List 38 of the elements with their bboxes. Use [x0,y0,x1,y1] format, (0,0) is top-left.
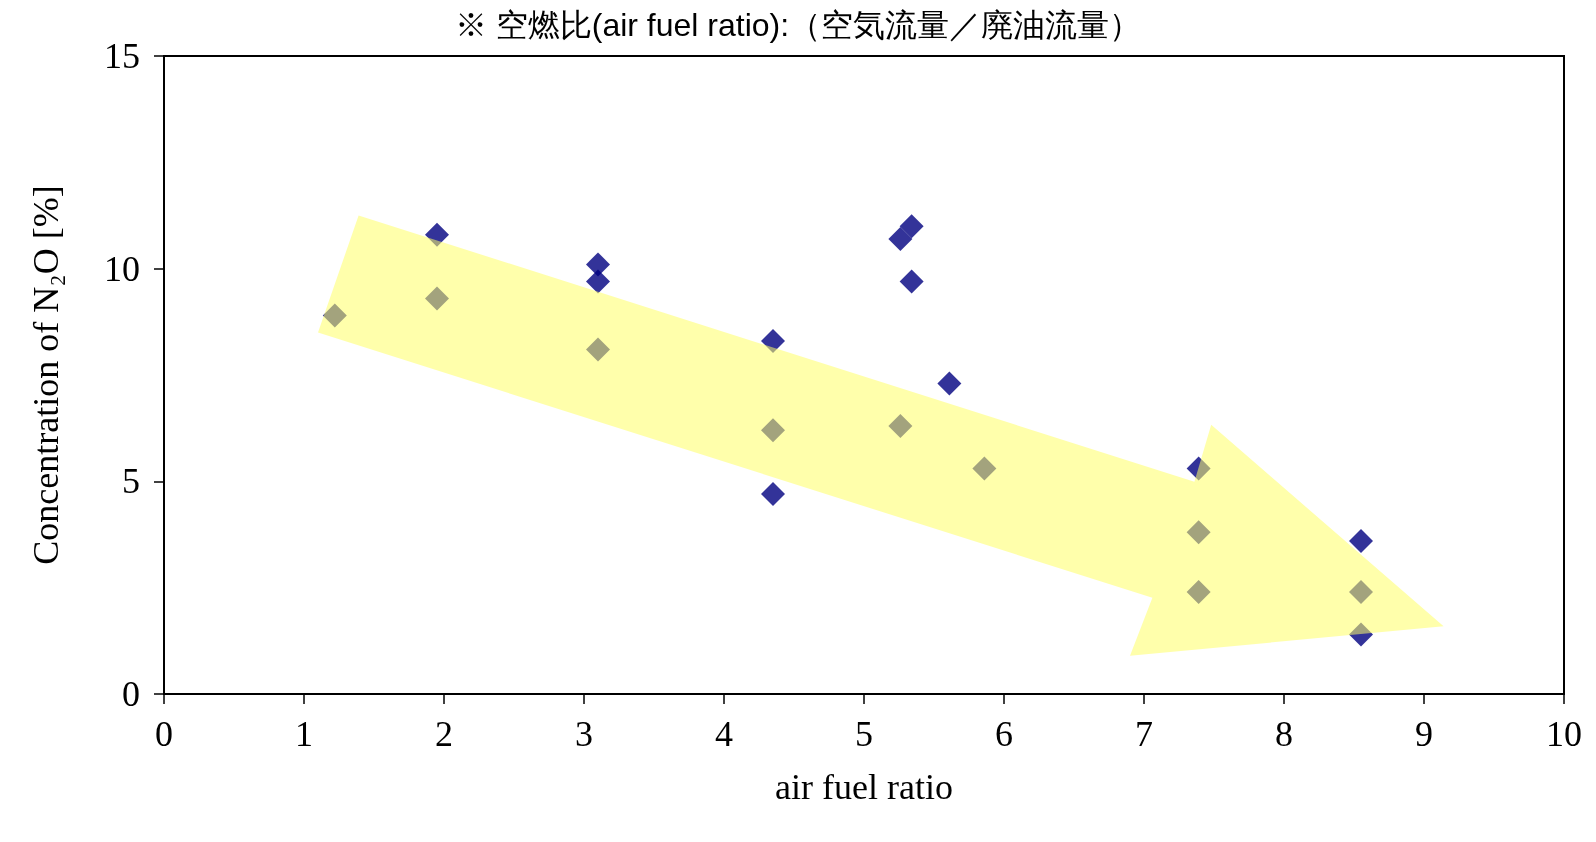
x-tick-label: 2 [435,714,453,754]
x-tick-label: 3 [575,714,593,754]
y-tick-label: 5 [122,461,140,502]
x-axis-title: air fuel ratio [775,767,953,807]
chart-title: ※ 空燃比(air fuel ratio):（空気流量／廃油流量） [454,7,1142,43]
point [937,371,962,396]
point [972,456,997,481]
point [761,418,785,443]
point [761,328,785,353]
point [761,482,785,507]
point [899,269,924,294]
x-tick-label: 9 [1415,714,1433,754]
x-tick-label: 5 [855,714,873,754]
x-tick-label: 7 [1135,714,1153,754]
point [322,303,347,328]
x-tick-label: 10 [1546,714,1582,754]
point [1349,622,1373,647]
point [1186,520,1211,545]
y-tick-label: 0 [122,674,140,714]
x-tick-label: 8 [1275,714,1293,754]
y-tick-label: 15 [104,36,140,76]
point [586,337,610,362]
point [888,226,913,251]
point [1349,528,1373,553]
x-tick-label: 0 [155,714,173,754]
point [1186,579,1211,604]
y-axis-title: Concentration of N₂O [%] [26,185,66,565]
point [586,269,610,294]
point [425,222,449,247]
x-tick-label: 1 [295,714,313,754]
y-tick-label: 10 [104,248,140,289]
x-tick-label: 6 [995,714,1013,754]
point [888,414,913,439]
point [1186,456,1211,481]
point [425,286,449,311]
x-tick-label: 4 [715,714,733,754]
point [899,214,924,239]
point [1349,579,1373,604]
